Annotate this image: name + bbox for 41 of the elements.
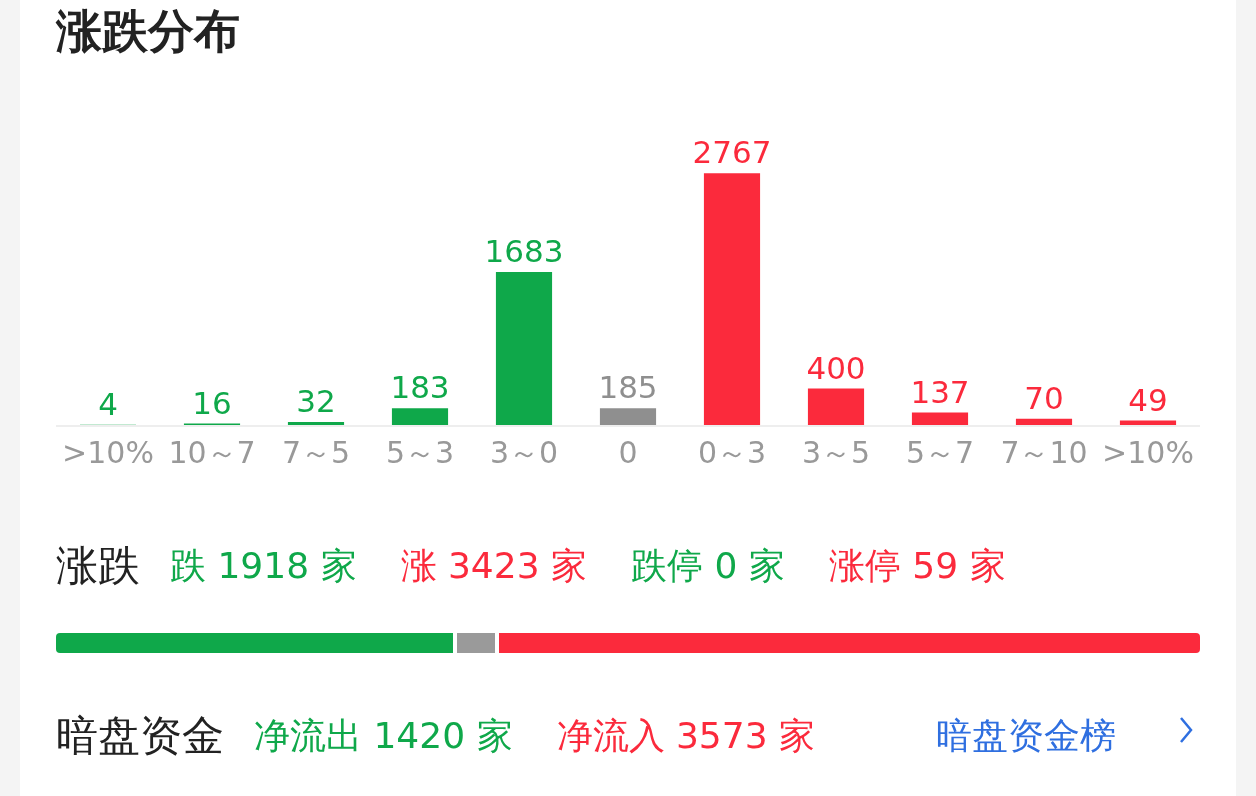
bar bbox=[911, 412, 969, 425]
x-tick-label: 5～7 bbox=[905, 435, 975, 470]
data-label: 137 bbox=[910, 373, 970, 410]
data-label: 32 bbox=[296, 383, 336, 420]
data-label: 70 bbox=[1024, 379, 1064, 416]
data-label: 2767 bbox=[692, 134, 772, 171]
text: 涨跌 bbox=[56, 540, 140, 592]
x-tick-label: >10% bbox=[62, 435, 154, 470]
x-tick-label: 7～5 bbox=[281, 435, 351, 470]
text: 跌停 0 家 bbox=[631, 543, 785, 588]
text: 涨停 59 家 bbox=[828, 543, 1006, 588]
bar bbox=[807, 388, 865, 425]
x-tick-label: 5～3 bbox=[385, 435, 455, 470]
x-tick-label: >10% bbox=[1102, 435, 1194, 470]
data-label: 183 bbox=[390, 369, 450, 406]
data-label: 49 bbox=[1128, 381, 1168, 418]
bar bbox=[599, 408, 657, 425]
text: 跌 1918 家 bbox=[170, 543, 357, 588]
data-label: 16 bbox=[192, 384, 232, 421]
bar bbox=[1015, 418, 1073, 425]
chart-title: 涨跌分布 bbox=[55, 3, 240, 58]
x-tick-label: 7～10 bbox=[1000, 435, 1088, 470]
text: 暗盘资金榜 bbox=[936, 713, 1116, 758]
bar bbox=[703, 173, 761, 425]
text: 净流出 1420 家 bbox=[254, 713, 513, 758]
x-tick-label: 3～0 bbox=[489, 435, 559, 470]
data-label: 4 bbox=[98, 385, 118, 422]
x-tick-label: 3～5 bbox=[801, 435, 871, 470]
x-tick-label: 0～3 bbox=[697, 435, 767, 470]
bar bbox=[1119, 420, 1177, 425]
text: 净流入 3573 家 bbox=[556, 713, 816, 758]
text: 暗盘资金 bbox=[56, 710, 224, 762]
bar bbox=[391, 408, 449, 425]
data-label: 400 bbox=[806, 349, 866, 386]
x-tick-label: 10～7 bbox=[168, 435, 256, 470]
bar bbox=[495, 271, 553, 425]
bar bbox=[287, 422, 345, 425]
data-label: 1683 bbox=[484, 232, 564, 269]
text: 涨 3423 家 bbox=[400, 543, 588, 588]
data-label: 185 bbox=[598, 369, 658, 406]
x-tick-label: 0 bbox=[618, 435, 638, 470]
